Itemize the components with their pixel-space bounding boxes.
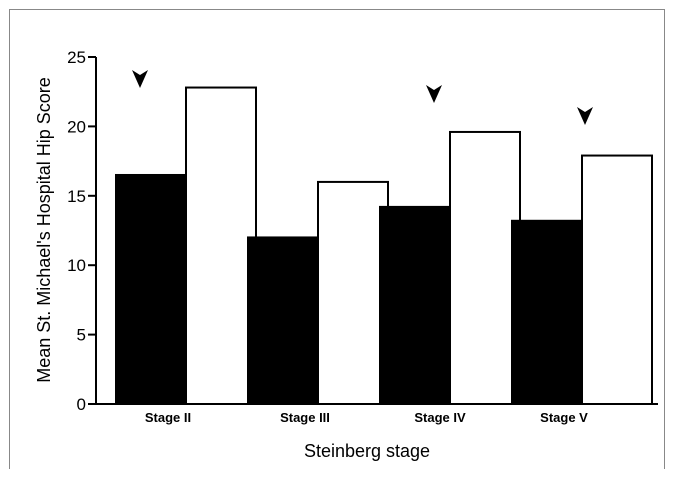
y-tick-label: 0 xyxy=(77,395,86,414)
y-axis: 0 5 10 15 20 25 xyxy=(67,48,97,414)
x-tick-label: Stage IV xyxy=(414,410,466,425)
y-axis-title: Mean St. Michael's Hospital Hip Score xyxy=(34,77,54,383)
arrowhead-annotation xyxy=(577,107,593,125)
bar-filled xyxy=(379,205,451,405)
y-tick-label: 5 xyxy=(77,326,86,345)
bar-outlined xyxy=(185,86,257,405)
x-axis: Stage II Stage III Stage IV Stage V xyxy=(96,403,658,425)
x-tick-label: Stage III xyxy=(280,410,330,425)
bar-filled xyxy=(247,236,319,405)
y-tick-label: 10 xyxy=(67,256,86,275)
bar-outlined xyxy=(317,180,389,405)
x-tick-label: Stage II xyxy=(145,410,191,425)
bar-filled xyxy=(511,219,583,405)
x-axis-title: Steinberg stage xyxy=(304,441,430,461)
annotations-group xyxy=(132,70,593,125)
bar-filled xyxy=(115,173,187,405)
bar-outlined xyxy=(449,130,521,405)
y-tick-label: 20 xyxy=(67,117,86,136)
y-tick-label: 15 xyxy=(67,187,86,206)
y-tick-label: 25 xyxy=(67,48,86,67)
arrowhead-annotation xyxy=(132,70,148,88)
figure-frame xyxy=(9,9,665,469)
bar-outlined xyxy=(581,154,653,405)
arrowhead-annotation xyxy=(426,85,442,103)
bars-group xyxy=(115,86,653,405)
x-tick-label: Stage V xyxy=(540,410,588,425)
